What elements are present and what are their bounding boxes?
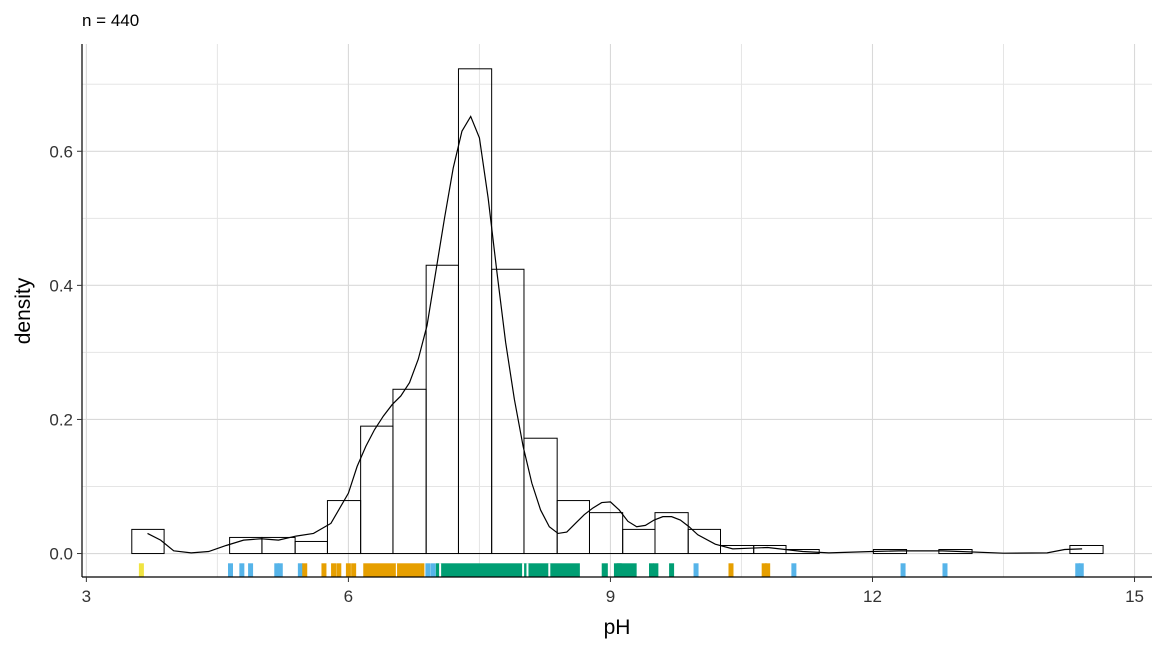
histogram-bar — [131, 528, 165, 555]
histogram-bar — [326, 500, 362, 555]
histogram-bar — [654, 512, 689, 555]
rug-mark — [761, 563, 767, 578]
rug-mark — [430, 563, 436, 578]
histogram-bar — [425, 264, 459, 555]
rug-mark — [248, 563, 254, 578]
histogram-bar — [294, 540, 328, 555]
rug-gap — [439, 563, 442, 578]
histogram-bar — [360, 425, 394, 555]
histogram-bar — [523, 437, 558, 555]
y-tick-label: 0.4 — [49, 276, 73, 295]
grid-lines — [82, 44, 1152, 577]
rug-mark — [336, 563, 342, 578]
rug-mark — [765, 563, 771, 578]
axes — [81, 44, 1152, 578]
rug-mark — [239, 563, 245, 578]
rug-range — [435, 563, 580, 578]
histogram-bar — [687, 528, 722, 555]
rug-mark — [274, 563, 280, 578]
y-tick-label: 0.6 — [49, 142, 73, 161]
rug-range — [601, 563, 608, 578]
rug-mark — [1075, 563, 1081, 578]
histogram-bar — [588, 512, 624, 555]
x-tick-label: 12 — [863, 587, 882, 606]
rug-mark — [728, 563, 734, 578]
rug-range — [363, 563, 421, 578]
rug-gap — [522, 563, 525, 578]
x-axis-ticks: 3 6 9 12 15 — [82, 577, 1144, 606]
y-axis-title: density — [12, 277, 35, 344]
rug-mark — [649, 563, 655, 578]
rug-mark — [227, 563, 233, 578]
rug-mark — [321, 563, 327, 578]
rug-mark — [791, 563, 797, 578]
rug-range — [420, 563, 425, 578]
rug-marks — [138, 563, 1084, 578]
rug-mark — [693, 563, 699, 578]
histogram-bar — [491, 268, 525, 555]
rug-mark — [277, 563, 283, 578]
density-curve — [147, 115, 1083, 554]
rug-mark — [1078, 563, 1084, 578]
rug-mark — [942, 563, 948, 578]
rug-mark — [900, 563, 906, 578]
rug-gap — [526, 563, 529, 578]
y-axis-ticks: 0.0 0.2 0.4 0.6 — [49, 142, 82, 564]
x-tick-label: 6 — [344, 587, 353, 606]
rug-mark — [345, 563, 351, 578]
y-tick-label: 0.0 — [49, 545, 73, 564]
rug-mark — [616, 563, 622, 578]
histogram-bar — [392, 388, 427, 555]
chart-subtitle: n = 440 — [82, 11, 139, 30]
rug-mark — [297, 563, 303, 578]
x-tick-label: 15 — [1125, 587, 1144, 606]
y-tick-label: 0.2 — [49, 410, 73, 429]
x-axis-title: pH — [604, 616, 631, 639]
histogram-bar — [457, 68, 493, 555]
rug-mark — [669, 563, 675, 578]
rug-mark — [138, 563, 144, 578]
rug-mark — [653, 563, 659, 578]
x-tick-label: 9 — [606, 587, 615, 606]
rug-mark — [331, 563, 337, 578]
rug-gap — [548, 563, 551, 578]
rug-mark — [425, 563, 431, 578]
histogram-bars — [131, 68, 1104, 555]
histogram-bar — [622, 528, 656, 555]
x-tick-label: 3 — [82, 587, 91, 606]
histogram-bar — [785, 549, 820, 555]
rug-gap — [395, 563, 398, 578]
histogram-bar — [556, 500, 590, 555]
rug-mark — [351, 563, 357, 578]
rug-mark — [302, 563, 308, 578]
